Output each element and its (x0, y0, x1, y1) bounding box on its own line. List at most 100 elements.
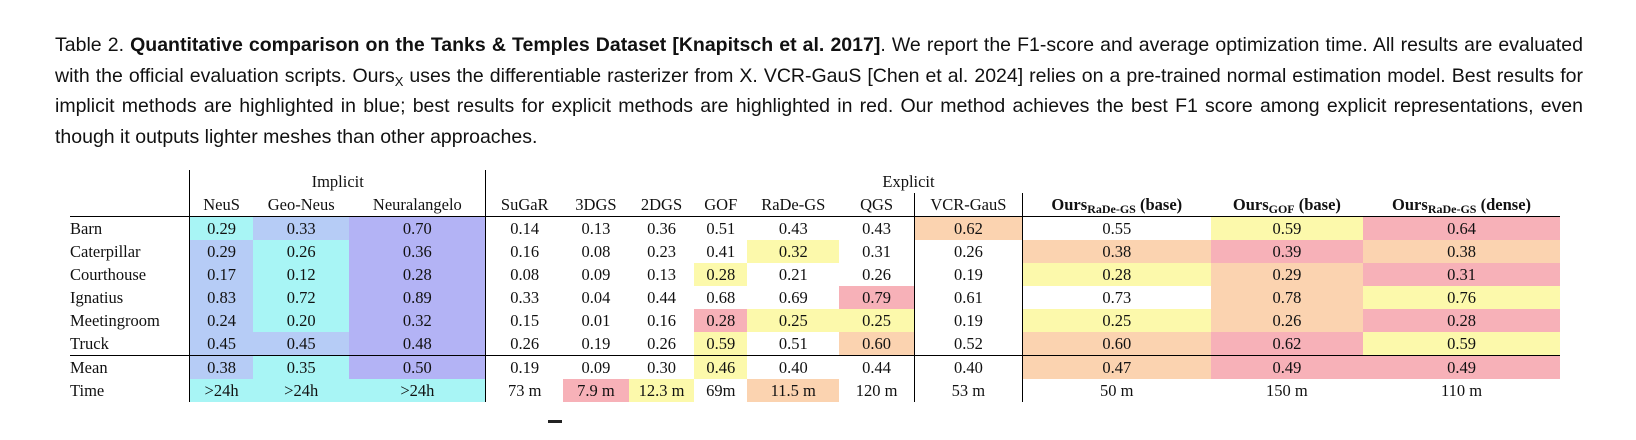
table-cell: 0.20 (253, 309, 350, 332)
ours-suffix: (base) (1294, 195, 1341, 214)
table-cell: 0.26 (647, 334, 676, 353)
table-cell: 0.17 (189, 263, 254, 286)
table-cell: 0.76 (1363, 286, 1560, 309)
method-header: 2DGS (628, 193, 695, 217)
table-cell: 0.49 (1210, 355, 1364, 379)
table-cell: 0.50 (349, 355, 486, 379)
table-row: Ignatius 0.83 0.72 0.89 0.33 0.04 0.44 0.68 0.69… (70, 286, 1560, 309)
table-cell: 0.26 (913, 240, 1023, 263)
table-cell: 0.13 (647, 265, 676, 284)
group-header-row: Implicit Explicit (70, 170, 1560, 193)
table-cell: 0.73 (1021, 286, 1211, 309)
method-header: 3DGS (563, 193, 629, 217)
table-cell: 0.43 (862, 219, 892, 238)
table-cell: 0.59 (1363, 332, 1560, 356)
table-cell: 0.49 (1363, 355, 1560, 379)
table-cell: 0.36 (349, 240, 486, 263)
table-cell: 0.24 (189, 309, 254, 332)
table-cell: 0.72 (253, 286, 350, 309)
row-label: Barn (70, 219, 103, 238)
method-header: SuGaR (485, 193, 564, 217)
table-cell: 0.44 (647, 288, 676, 307)
row-label: Time (70, 381, 105, 400)
table-cell: 0.21 (778, 265, 808, 284)
table-cell: 12.3 m (628, 379, 695, 402)
table-cell: 0.36 (647, 219, 676, 238)
method-header: QGS (839, 193, 915, 217)
group-implicit: Implicit (189, 170, 486, 193)
table-cell: 0.59 (694, 332, 748, 356)
table-cell: 0.33 (485, 286, 564, 309)
empty-header (70, 170, 190, 193)
table-cell: 0.47 (1021, 355, 1211, 379)
caption-text-1: . We report the F1-score and average opt… (55, 34, 1583, 87)
table-cell: 0.68 (706, 288, 736, 307)
table-cell: >24h (349, 379, 486, 402)
table-cell: 0.39 (1210, 240, 1364, 263)
ours-suffix: (base) (1135, 195, 1183, 214)
table-cell: 0.52 (913, 332, 1023, 356)
ours-subscript: RaDe-GS (1427, 202, 1477, 216)
table-cell: 0.38 (1021, 240, 1211, 263)
table-cell: 0.09 (563, 355, 629, 379)
table-cell: 11.5 m (747, 379, 840, 402)
table-cell: 0.40 (913, 355, 1023, 379)
table-cell: 0.31 (1363, 263, 1560, 286)
table-caption: Table 2. Quantitative comparison on the … (55, 30, 1583, 152)
table-cell: 0.15 (485, 309, 564, 332)
ours-subscript: GOF (1268, 202, 1295, 216)
table-cell: 0.19 (485, 355, 564, 379)
table-cell: 0.32 (349, 309, 486, 332)
results-table: Implicit Explicit NeuS Geo-Neus Neuralange… (70, 170, 1560, 402)
table-cell: 0.70 (349, 216, 486, 240)
table-row: Caterpillar 0.29 0.26 0.36 0.16 0.08 0.23 0.41 0… (70, 240, 1560, 263)
row-label: Truck (70, 334, 109, 353)
table-cell: 0.51 (778, 334, 808, 353)
table-cell: 0.61 (913, 286, 1023, 309)
table-cell: 0.23 (647, 242, 676, 261)
table-cell: 0.28 (349, 263, 486, 286)
empty-method-header (70, 193, 190, 217)
group-explicit: Explicit (485, 170, 1560, 193)
method-header: Neuralangelo (349, 193, 486, 217)
table-cell: 0.35 (253, 355, 350, 379)
table-cell: 53 m (913, 379, 1023, 402)
ours-name: Ours (1232, 195, 1269, 214)
table-row: Meetingroom 0.24 0.20 0.32 0.15 0.01 0.16 0.28 0… (70, 309, 1560, 332)
table-cell: 0.25 (839, 309, 915, 332)
row-label: Caterpillar (70, 242, 141, 261)
table-cell: 0.40 (747, 355, 840, 379)
table-cell: 0.41 (706, 242, 736, 261)
table-cell: 0.26 (485, 332, 564, 356)
table-cell: 0.13 (581, 219, 611, 238)
table-cell: 0.62 (1210, 332, 1364, 356)
table-cell: 0.16 (485, 240, 564, 263)
table-cell: 50 m (1021, 379, 1211, 402)
caption-sub-x: X (394, 73, 404, 89)
table-cell: 0.45 (253, 332, 350, 356)
method-header: VCR-GauS (913, 193, 1023, 217)
ours-subscript: RaDe-GS (1087, 202, 1136, 216)
table-cell: 69m (706, 381, 736, 400)
table-cell: 0.32 (747, 240, 840, 263)
row-label: Mean (70, 355, 190, 379)
table-body: Barn 0.29 0.33 0.70 0.14 0.13 0.36 0.51 0.43 0.43… (70, 216, 1560, 402)
table-cell: 0.29 (1210, 263, 1364, 286)
table-cell: 0.01 (581, 311, 611, 330)
table-cell: 0.16 (647, 311, 676, 330)
table-cell: 0.79 (839, 286, 915, 309)
table-row: Courthouse 0.17 0.12 0.28 0.08 0.09 0.13 0.28 0.… (70, 263, 1560, 286)
table-cell: 0.28 (1021, 263, 1211, 286)
table-cell: 150 m (1266, 381, 1308, 400)
table-cell: >24h (253, 379, 350, 402)
table-cell: 0.64 (1363, 216, 1560, 240)
ours-name: Ours (1051, 195, 1088, 214)
table-cell: 0.69 (778, 288, 808, 307)
ours-method-header: OursRaDe-GS (dense) (1363, 193, 1560, 217)
ours-method-header: OursRaDe-GS (base) (1021, 193, 1211, 217)
table-cell: 0.09 (581, 265, 611, 284)
table-cell: 110 m (1440, 381, 1483, 400)
table-cell: 0.60 (839, 332, 915, 356)
table-row: Truck 0.45 0.45 0.48 0.26 0.19 0.26 0.59 0.51 0.6… (70, 332, 1560, 356)
table-cell: 0.14 (485, 216, 564, 240)
